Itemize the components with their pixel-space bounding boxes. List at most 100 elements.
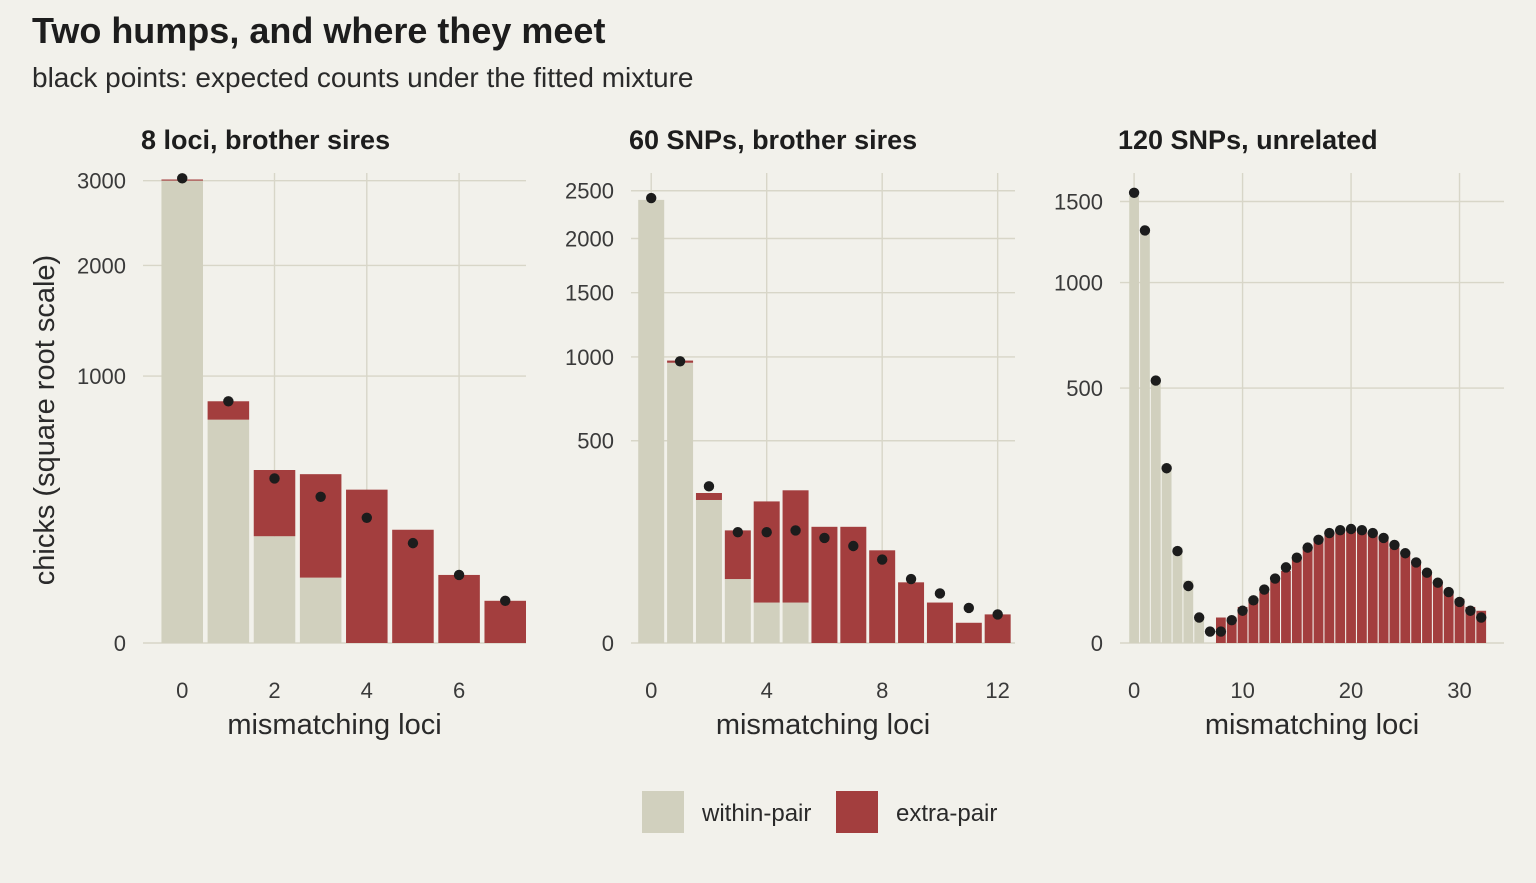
bar-extra-pair [955, 622, 982, 643]
expected-point [453, 569, 465, 581]
y-tick-label: 0 [602, 631, 614, 656]
y-tick-label: 3000 [77, 169, 126, 194]
expected-point [407, 537, 419, 549]
x-tick-label: 2 [268, 678, 280, 703]
legend-label-extra: extra-pair [896, 800, 997, 827]
panel-1: 0 1000 2000 3000 0 2 4 6 8 loci, brother sires mi… [77, 125, 526, 741]
expected-point [1291, 552, 1303, 563]
expected-point [223, 396, 234, 407]
expected-point [1161, 463, 1172, 474]
expected-point [1313, 534, 1324, 545]
x-tick-label: 30 [1447, 678, 1471, 703]
bar-extra-pair [299, 474, 342, 578]
expected-point [819, 532, 830, 544]
y-tick-label: 1000 [77, 364, 126, 389]
bar-within-pair [638, 199, 665, 643]
y-axis-title: chicks (square root scale) [29, 255, 61, 585]
x-tick-label: 0 [176, 678, 188, 703]
x-axis-title: mismatching loci [227, 709, 441, 741]
legend-swatch-within [642, 791, 684, 833]
bar-within-pair [161, 180, 203, 643]
bar-extra-pair [1313, 537, 1324, 643]
bar-within-pair [299, 577, 342, 643]
expected-point [1215, 626, 1227, 637]
expected-point [1454, 596, 1465, 608]
expected-point [1269, 573, 1281, 584]
x-tick-label: 20 [1339, 678, 1363, 703]
y-tick-label: 1500 [565, 281, 614, 306]
bar-within-pair [782, 602, 809, 643]
expected-point [1410, 557, 1422, 568]
bar-extra-pair [1476, 610, 1487, 643]
expected-point [1335, 524, 1346, 536]
bar-within-pair [1129, 195, 1139, 643]
bar-within-pair [253, 536, 296, 643]
y-tick-label: 1000 [565, 345, 614, 370]
expected-point [1367, 527, 1378, 539]
y-tick-label: 2500 [565, 179, 614, 204]
x-tick-label: 10 [1230, 678, 1254, 703]
bar-extra-pair [695, 493, 722, 500]
y-tick-label: 1000 [1054, 271, 1103, 296]
bar-within-pair [724, 579, 751, 643]
expected-point [315, 491, 326, 502]
expected-point [1389, 539, 1400, 551]
bar-within-pair [667, 362, 694, 643]
bar-extra-pair [1291, 558, 1302, 643]
expected-point [1183, 580, 1194, 592]
expected-point [1432, 577, 1444, 588]
expected-point [963, 602, 975, 614]
expected-point [674, 356, 686, 367]
bar-within-pair [1161, 464, 1172, 643]
panel-2: 0 500 1000 1500 2000 2500 0 4 8 12 60 SNPs, brothe… [565, 125, 1015, 741]
bar-extra-pair [1248, 598, 1259, 643]
bar-extra-pair [207, 401, 250, 420]
legend: within-pair extra-pair [642, 791, 997, 833]
expected-point [1172, 545, 1183, 557]
bar-extra-pair [1389, 547, 1400, 643]
bar-extra-pair [1281, 570, 1291, 643]
chart-title: Two humps, and where they meet [32, 10, 606, 51]
bar-extra-pair [811, 526, 838, 643]
bar-extra-pair [869, 550, 896, 643]
bar-within-pair [1172, 547, 1183, 643]
x-tick-label: 0 [1128, 678, 1140, 703]
expected-point [703, 481, 715, 492]
bar-extra-pair [1411, 562, 1422, 643]
expected-point [934, 588, 946, 599]
bar-within-pair [1194, 617, 1205, 643]
expected-point [1226, 615, 1237, 626]
bar-extra-pair [1400, 554, 1411, 643]
x-tick-label: 4 [361, 678, 373, 703]
bar-extra-pair [1259, 592, 1270, 643]
bar-within-pair [207, 419, 250, 643]
expected-point [848, 540, 859, 552]
bar-extra-pair [926, 602, 953, 643]
expected-point [1139, 225, 1151, 236]
y-tick-label: 1500 [1054, 190, 1103, 215]
expected-point [876, 554, 888, 565]
panel-title: 8 loci, brother sires [141, 125, 390, 155]
x-axis-title: mismatching loci [1205, 709, 1419, 741]
expected-point [1302, 542, 1313, 553]
x-axis-title: mismatching loci [716, 709, 930, 741]
expected-point [1324, 527, 1335, 539]
x-tick-label: 8 [876, 678, 888, 703]
legend-label-within: within-pair [701, 800, 811, 827]
expected-point [1204, 626, 1216, 637]
expected-point [761, 527, 772, 538]
legend-swatch-extra [836, 791, 878, 833]
bar-extra-pair [782, 490, 809, 603]
expected-point [732, 527, 744, 538]
expected-point [1193, 612, 1205, 623]
chart-subtitle: black points: expected counts under the … [32, 62, 694, 93]
bar-within-pair [695, 499, 722, 643]
expected-point [500, 595, 511, 606]
expected-point [177, 173, 188, 184]
y-tick-label: 2000 [565, 226, 614, 251]
bar-extra-pair [1270, 580, 1280, 643]
expected-point [1237, 605, 1248, 616]
bar-within-pair [753, 602, 780, 643]
x-tick-label: 12 [985, 678, 1009, 703]
